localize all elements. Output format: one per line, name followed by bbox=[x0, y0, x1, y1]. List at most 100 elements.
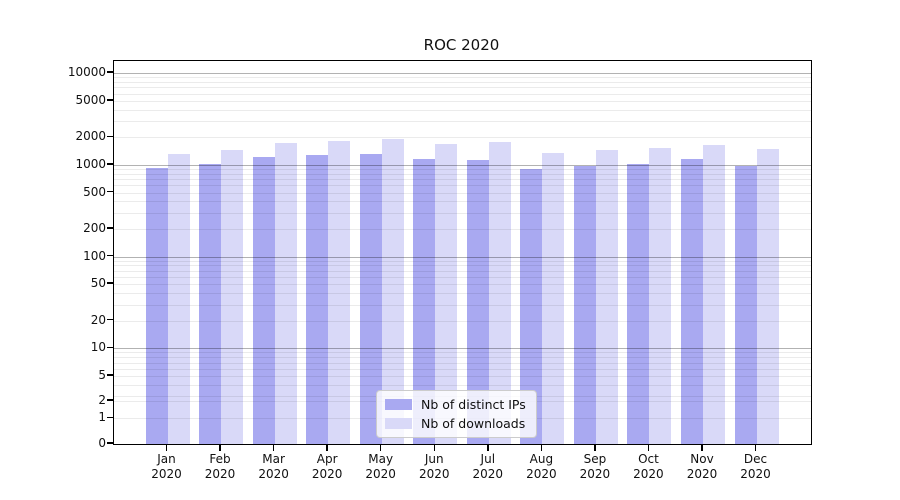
y-tick-label: 20 bbox=[90, 312, 106, 327]
bar-distinct-ips-mar bbox=[252, 157, 275, 444]
x-tick-label: Sep 2020 bbox=[563, 452, 627, 482]
x-tick-label: Mar 2020 bbox=[242, 452, 306, 482]
x-tick-year: 2020 bbox=[311, 467, 343, 481]
x-tick-label: Jun 2020 bbox=[402, 452, 466, 482]
y-tick-mark bbox=[107, 282, 113, 284]
legend: Nb of distinct IPs Nb of downloads bbox=[376, 390, 537, 438]
chart-title: ROC 2020 bbox=[423, 36, 500, 54]
y-tick-mark bbox=[107, 346, 113, 349]
legend-entry-distinct-ips: Nb of distinct IPs bbox=[385, 397, 526, 412]
plot-area: Nb of distinct IPs Nb of downloads bbox=[113, 60, 812, 445]
y-tick-label: 10 bbox=[90, 340, 106, 355]
y-tick-mark bbox=[107, 163, 113, 165]
bar-distinct-ips-apr bbox=[306, 155, 329, 444]
x-tick-label: Nov 2020 bbox=[670, 452, 734, 482]
x-tick-year: 2020 bbox=[740, 467, 771, 481]
bar-distinct-ips-oct bbox=[627, 163, 650, 444]
y-tick-mark bbox=[107, 71, 113, 73]
x-tick-month: Feb bbox=[209, 452, 231, 466]
x-tick-label: Jan 2020 bbox=[135, 452, 199, 482]
y-tick-mark bbox=[107, 318, 113, 321]
x-tick-mark bbox=[272, 444, 275, 451]
x-tick-month: Dec bbox=[743, 452, 768, 466]
x-tick-year: 2020 bbox=[418, 467, 450, 481]
x-tick-year: 2020 bbox=[151, 467, 182, 481]
legend-label-downloads: Nb of downloads bbox=[421, 416, 526, 431]
y-tick-label: 10000 bbox=[67, 65, 106, 80]
x-tick-mark bbox=[701, 444, 703, 451]
x-tick-label: Aug 2020 bbox=[509, 452, 573, 482]
bar-downloads-nov bbox=[703, 144, 725, 444]
y-tick-mark bbox=[107, 190, 113, 193]
x-tick-year: 2020 bbox=[365, 467, 396, 481]
x-tick-mark bbox=[433, 444, 435, 451]
bar-distinct-ips-may bbox=[359, 153, 382, 444]
x-tick-year: 2020 bbox=[686, 467, 718, 481]
bar-downloads-mar bbox=[274, 142, 297, 444]
bar-downloads-jan bbox=[167, 153, 190, 444]
y-tick-mark bbox=[107, 416, 113, 419]
bars-layer bbox=[114, 61, 811, 444]
y-tick-mark bbox=[107, 227, 113, 229]
y-tick-label: 2 bbox=[98, 393, 106, 407]
y-tick-label: 100 bbox=[83, 248, 106, 263]
legend-swatch-distinct-ips bbox=[385, 399, 412, 410]
legend-entry-downloads: Nb of downloads bbox=[385, 416, 526, 431]
x-tick-label: Dec 2020 bbox=[724, 452, 788, 482]
x-tick-label: Feb 2020 bbox=[188, 452, 252, 482]
bar-distinct-ips-jun bbox=[413, 158, 436, 444]
x-tick-year: 2020 bbox=[204, 467, 236, 481]
y-tick-label: 2000 bbox=[75, 129, 106, 144]
x-tick-mark bbox=[540, 444, 543, 451]
y-tick-label: 200 bbox=[83, 220, 106, 235]
x-tick-month: Apr bbox=[316, 452, 338, 466]
x-tick-month: Jul bbox=[480, 452, 496, 466]
x-tick-month: Oct bbox=[638, 452, 659, 466]
x-tick-mark bbox=[647, 444, 650, 451]
x-tick-mark bbox=[219, 444, 221, 451]
bar-distinct-ips-nov bbox=[681, 159, 703, 444]
y-tick-mark bbox=[107, 442, 113, 444]
x-tick-month: May bbox=[368, 452, 394, 466]
bar-distinct-ips-feb bbox=[199, 164, 222, 444]
x-tick-label: Oct 2020 bbox=[616, 452, 680, 482]
y-tick-label: 500 bbox=[83, 184, 106, 199]
x-tick-mark bbox=[326, 444, 328, 451]
x-tick-mark bbox=[379, 444, 382, 451]
y-tick-label: 5000 bbox=[75, 92, 106, 107]
y-tick-label: 0 bbox=[98, 436, 106, 450]
bar-downloads-oct bbox=[649, 148, 672, 444]
x-tick-year: 2020 bbox=[579, 467, 611, 481]
x-tick-month: Nov bbox=[690, 452, 714, 466]
x-tick-year: 2020 bbox=[633, 467, 664, 481]
x-tick-label: Jul 2020 bbox=[456, 452, 520, 482]
bar-distinct-ips-jul bbox=[466, 160, 489, 444]
y-tick-mark bbox=[107, 135, 113, 138]
x-tick-mark bbox=[165, 444, 168, 451]
bar-downloads-dec bbox=[756, 148, 779, 444]
bar-downloads-feb bbox=[221, 149, 244, 444]
x-tick-year: 2020 bbox=[258, 467, 289, 481]
x-tick-year: 2020 bbox=[526, 467, 557, 481]
bar-downloads-apr bbox=[328, 140, 351, 444]
bar-distinct-ips-jan bbox=[145, 168, 168, 444]
y-tick-label: 5 bbox=[98, 367, 106, 382]
x-tick-month: Jan bbox=[157, 452, 176, 466]
x-tick-mark bbox=[754, 444, 757, 451]
bar-distinct-ips-aug bbox=[520, 168, 543, 444]
legend-swatch-downloads bbox=[385, 418, 412, 429]
bar-downloads-may bbox=[381, 139, 404, 444]
y-tick-label: 1 bbox=[98, 410, 106, 425]
x-tick-year: 2020 bbox=[472, 467, 504, 481]
y-tick-mark bbox=[107, 254, 113, 257]
x-tick-label: May 2020 bbox=[349, 452, 413, 482]
x-tick-mark bbox=[487, 444, 489, 451]
bar-downloads-aug bbox=[542, 153, 565, 444]
x-tick-month: Sep bbox=[583, 452, 607, 466]
x-tick-mark bbox=[594, 444, 596, 451]
bar-distinct-ips-dec bbox=[734, 165, 757, 444]
x-tick-month: Aug bbox=[529, 452, 554, 466]
y-tick-label: 50 bbox=[90, 276, 106, 291]
y-tick-mark bbox=[107, 374, 113, 376]
